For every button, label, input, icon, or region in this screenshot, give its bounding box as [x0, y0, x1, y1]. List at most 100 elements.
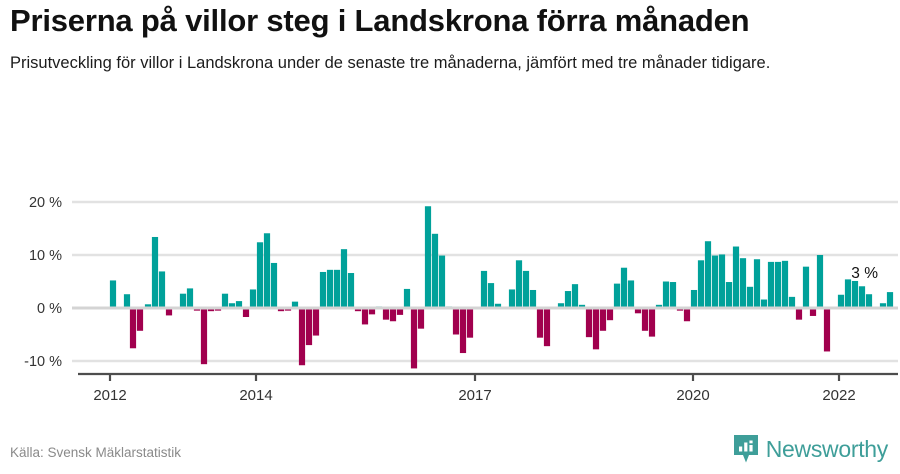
x-axis-tick-label: 2012 — [93, 387, 126, 404]
x-axis-tick-label: 2020 — [676, 387, 709, 404]
last-value-annotation: 3 % — [851, 265, 878, 282]
bar — [515, 260, 523, 308]
bar — [277, 308, 285, 312]
chart-header: Priserna på villor steg i Landskrona för… — [0, 0, 900, 74]
bar — [739, 258, 747, 308]
brand-logo[interactable]: Newsworthy — [733, 434, 888, 464]
bar — [816, 255, 824, 308]
bar — [585, 308, 593, 338]
bar — [606, 308, 614, 321]
bar — [333, 269, 341, 308]
y-axis-tick-label: 20 % — [29, 195, 62, 211]
bar — [711, 255, 719, 308]
bar — [410, 308, 418, 369]
bar — [109, 280, 117, 308]
bar — [760, 299, 768, 308]
bar — [417, 308, 425, 329]
bar — [536, 308, 544, 338]
bar — [851, 280, 859, 308]
bar — [431, 233, 439, 308]
bar — [571, 284, 579, 308]
bar — [151, 236, 159, 308]
bar — [235, 301, 243, 308]
bar — [480, 270, 488, 308]
bar — [508, 289, 516, 308]
bar — [221, 293, 229, 308]
bar — [557, 303, 565, 308]
bar — [879, 303, 887, 308]
y-axis-tick-label: -10 % — [24, 354, 62, 370]
bar — [837, 294, 845, 308]
x-axis-tick-label: 2022 — [822, 387, 855, 404]
bar-chart-svg: 20 % 10 % 0 % -10 % 2012 2014 2017 2020 2022 3 … — [24, 195, 898, 404]
bar — [662, 281, 670, 308]
bar — [529, 289, 537, 308]
y-axis-ticks-group: 20 % 10 % 0 % -10 % — [24, 195, 62, 370]
bar — [459, 308, 467, 354]
bar — [494, 303, 502, 308]
bar — [795, 308, 803, 320]
bar — [788, 296, 796, 308]
bar — [319, 271, 327, 308]
bar — [144, 304, 152, 308]
bar — [592, 308, 600, 350]
newsworthy-mark-icon — [733, 435, 758, 463]
bar — [620, 267, 628, 308]
bar — [228, 303, 236, 308]
bar — [347, 273, 355, 308]
brand-name: Newsworthy — [765, 435, 889, 462]
bar — [886, 292, 894, 308]
bar — [774, 261, 782, 308]
bar — [613, 283, 621, 308]
bar — [690, 289, 698, 308]
bar — [655, 304, 663, 308]
bar — [326, 269, 334, 308]
chart-footer: Källa: Svensk Mäklarstatistik Newsworthy — [0, 418, 900, 474]
bar — [136, 308, 144, 331]
bar — [858, 286, 866, 308]
bar — [207, 308, 215, 312]
y-axis-tick-label: 0 % — [37, 301, 62, 317]
bar — [683, 308, 691, 322]
bar — [452, 308, 460, 335]
bar — [368, 308, 376, 315]
value-annotation-group: 3 % — [851, 265, 878, 282]
bar — [270, 262, 278, 308]
bar — [158, 271, 166, 308]
bar — [599, 308, 607, 331]
bar — [129, 308, 137, 349]
bar — [746, 286, 754, 308]
bar — [424, 206, 432, 308]
bar — [648, 308, 656, 337]
bar — [844, 279, 852, 308]
bar — [291, 301, 299, 308]
bar — [823, 308, 831, 352]
bar — [543, 308, 551, 347]
page-title: Priserna på villor steg i Landskrona för… — [10, 3, 750, 38]
bar — [718, 254, 726, 308]
bar — [298, 308, 306, 366]
bar — [627, 280, 635, 308]
bar — [865, 294, 873, 308]
chart-subtitle: Prisutveckling för villor i Landskrona u… — [10, 53, 771, 72]
y-axis-tick-label: 10 % — [29, 248, 62, 264]
bar — [382, 308, 390, 320]
bar — [466, 308, 474, 338]
bar — [361, 308, 369, 325]
bar — [312, 308, 320, 336]
bar — [634, 308, 642, 314]
bar — [200, 308, 208, 365]
bar — [354, 308, 362, 312]
bar — [809, 308, 817, 316]
bar — [753, 259, 761, 308]
bar — [403, 288, 411, 308]
bar — [725, 282, 733, 308]
bar — [340, 249, 348, 308]
bar — [165, 308, 173, 316]
x-axis-tick-label: 2014 — [239, 387, 272, 404]
bar — [641, 308, 649, 331]
bar — [263, 233, 271, 308]
bar — [487, 283, 495, 308]
bar — [697, 260, 705, 308]
